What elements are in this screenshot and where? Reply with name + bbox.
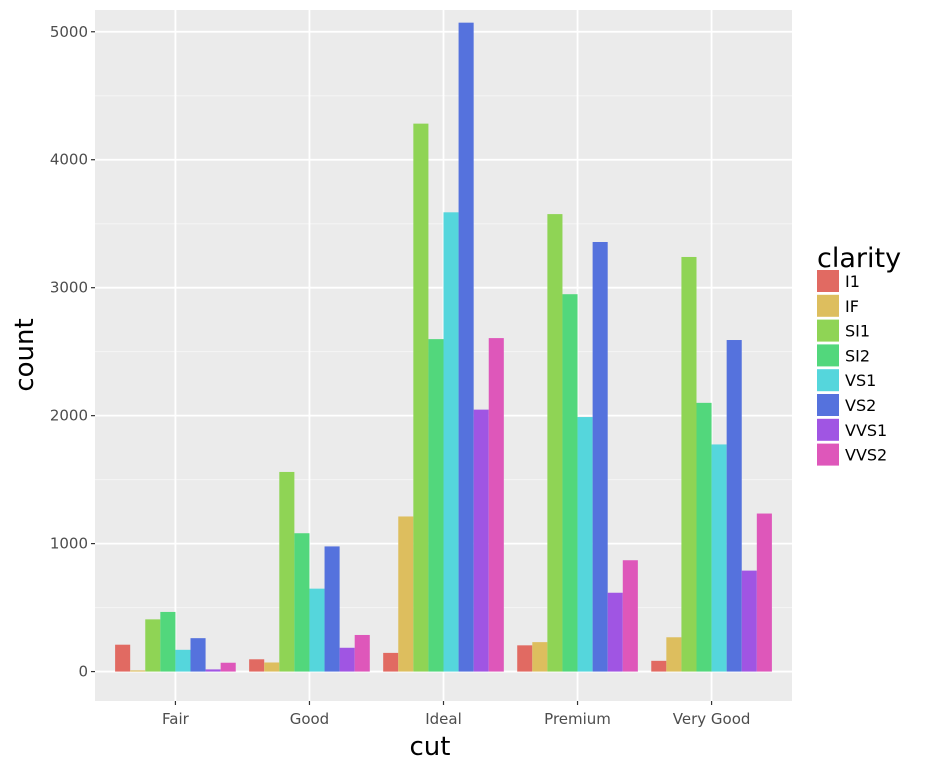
bar-good-si1 (279, 471, 295, 672)
bar-very-good-if (666, 637, 682, 672)
bar-fair-vvs1 (205, 669, 221, 672)
bar-ideal-vvs2 (488, 338, 504, 672)
x-tick-label: Premium (544, 710, 611, 728)
bar-good-vs2 (324, 546, 340, 672)
legend-label-si1: SI1 (845, 322, 870, 341)
bar-good-si2 (294, 533, 310, 672)
bar-ideal-vs2 (458, 22, 474, 672)
bar-good-vvs1 (339, 647, 355, 672)
bar-premium-i1 (517, 645, 533, 672)
legend-label-vvs1: VVS1 (845, 421, 887, 440)
x-axis-ticks: Fair Good Ideal Premium Very Good (162, 701, 750, 728)
bar-ideal-si2 (428, 339, 444, 672)
bar-very-good-vs2 (726, 340, 742, 672)
bar-fair-vvs2 (220, 662, 236, 672)
legend-key-si2 (817, 344, 839, 367)
bar-premium-si2 (562, 294, 578, 672)
y-tick-label: 5000 (50, 23, 88, 41)
bar-premium-vs2 (592, 241, 608, 672)
y-tick-label: 2000 (50, 407, 88, 425)
bar-very-good-vvs1 (741, 570, 757, 672)
bar-ideal-i1 (383, 652, 399, 672)
bar-very-good-vs1 (711, 444, 727, 672)
x-tick-label: Very Good (673, 710, 751, 728)
bar-good-i1 (249, 659, 265, 672)
bar-premium-si1 (547, 214, 563, 672)
y-tick-label: 3000 (50, 279, 88, 297)
legend-label-vs1: VS1 (845, 371, 876, 390)
y-axis-ticks: 0 1000 2000 3000 4000 5000 (50, 23, 95, 681)
y-tick-label: 4000 (50, 151, 88, 169)
bar-fair-vs1 (175, 649, 191, 672)
x-tick-label: Fair (162, 710, 190, 728)
bar-very-good-si1 (681, 256, 697, 672)
bar-fair-vs2 (190, 638, 206, 672)
x-tick-label: Good (290, 710, 330, 728)
bar-good-vvs2 (354, 634, 370, 672)
legend-key-i1 (817, 270, 839, 292)
x-axis-title: cut (410, 732, 451, 762)
bar-premium-if (532, 642, 548, 672)
bar-very-good-vvs2 (756, 513, 772, 672)
legend-key-vs1 (817, 369, 839, 392)
x-tick-label: Ideal (425, 710, 462, 728)
legend-label-vvs2: VVS2 (845, 446, 887, 465)
legend-title: clarity (817, 243, 901, 274)
legend-key-vvs2 (817, 443, 839, 466)
bar-premium-vvs2 (622, 560, 638, 672)
legend: I1 IF SI1 SI2 VS1 VS2 VVS1 VVS2 (817, 270, 887, 466)
bar-good-vs1 (309, 588, 325, 672)
bar-fair-if (130, 670, 146, 672)
y-axis-title: count (10, 318, 40, 391)
bar-fair-si1 (145, 619, 161, 672)
legend-key-if (817, 294, 839, 317)
bar-very-good-si2 (696, 402, 712, 672)
legend-label-if: IF (845, 297, 859, 316)
bars (115, 22, 772, 672)
legend-label-vs2: VS2 (845, 396, 876, 415)
bar-premium-vs1 (577, 417, 593, 672)
legend-key-vvs1 (817, 418, 839, 441)
legend-key-si1 (817, 319, 839, 342)
legend-label-i1: I1 (845, 272, 860, 291)
bar-fair-i1 (115, 644, 131, 672)
y-tick-label: 0 (78, 663, 88, 681)
y-tick-label: 1000 (50, 535, 88, 553)
bar-very-good-i1 (651, 660, 667, 672)
bar-fair-si2 (160, 611, 176, 672)
bar-ideal-vs1 (443, 212, 459, 672)
bar-ideal-si1 (413, 123, 429, 672)
legend-label-si2: SI2 (845, 346, 870, 365)
legend-key-vs2 (817, 394, 839, 416)
bar-ideal-vvs1 (473, 409, 489, 672)
bar-premium-vvs1 (607, 592, 623, 672)
bar-good-if (264, 662, 280, 672)
bar-ideal-if (398, 516, 414, 672)
